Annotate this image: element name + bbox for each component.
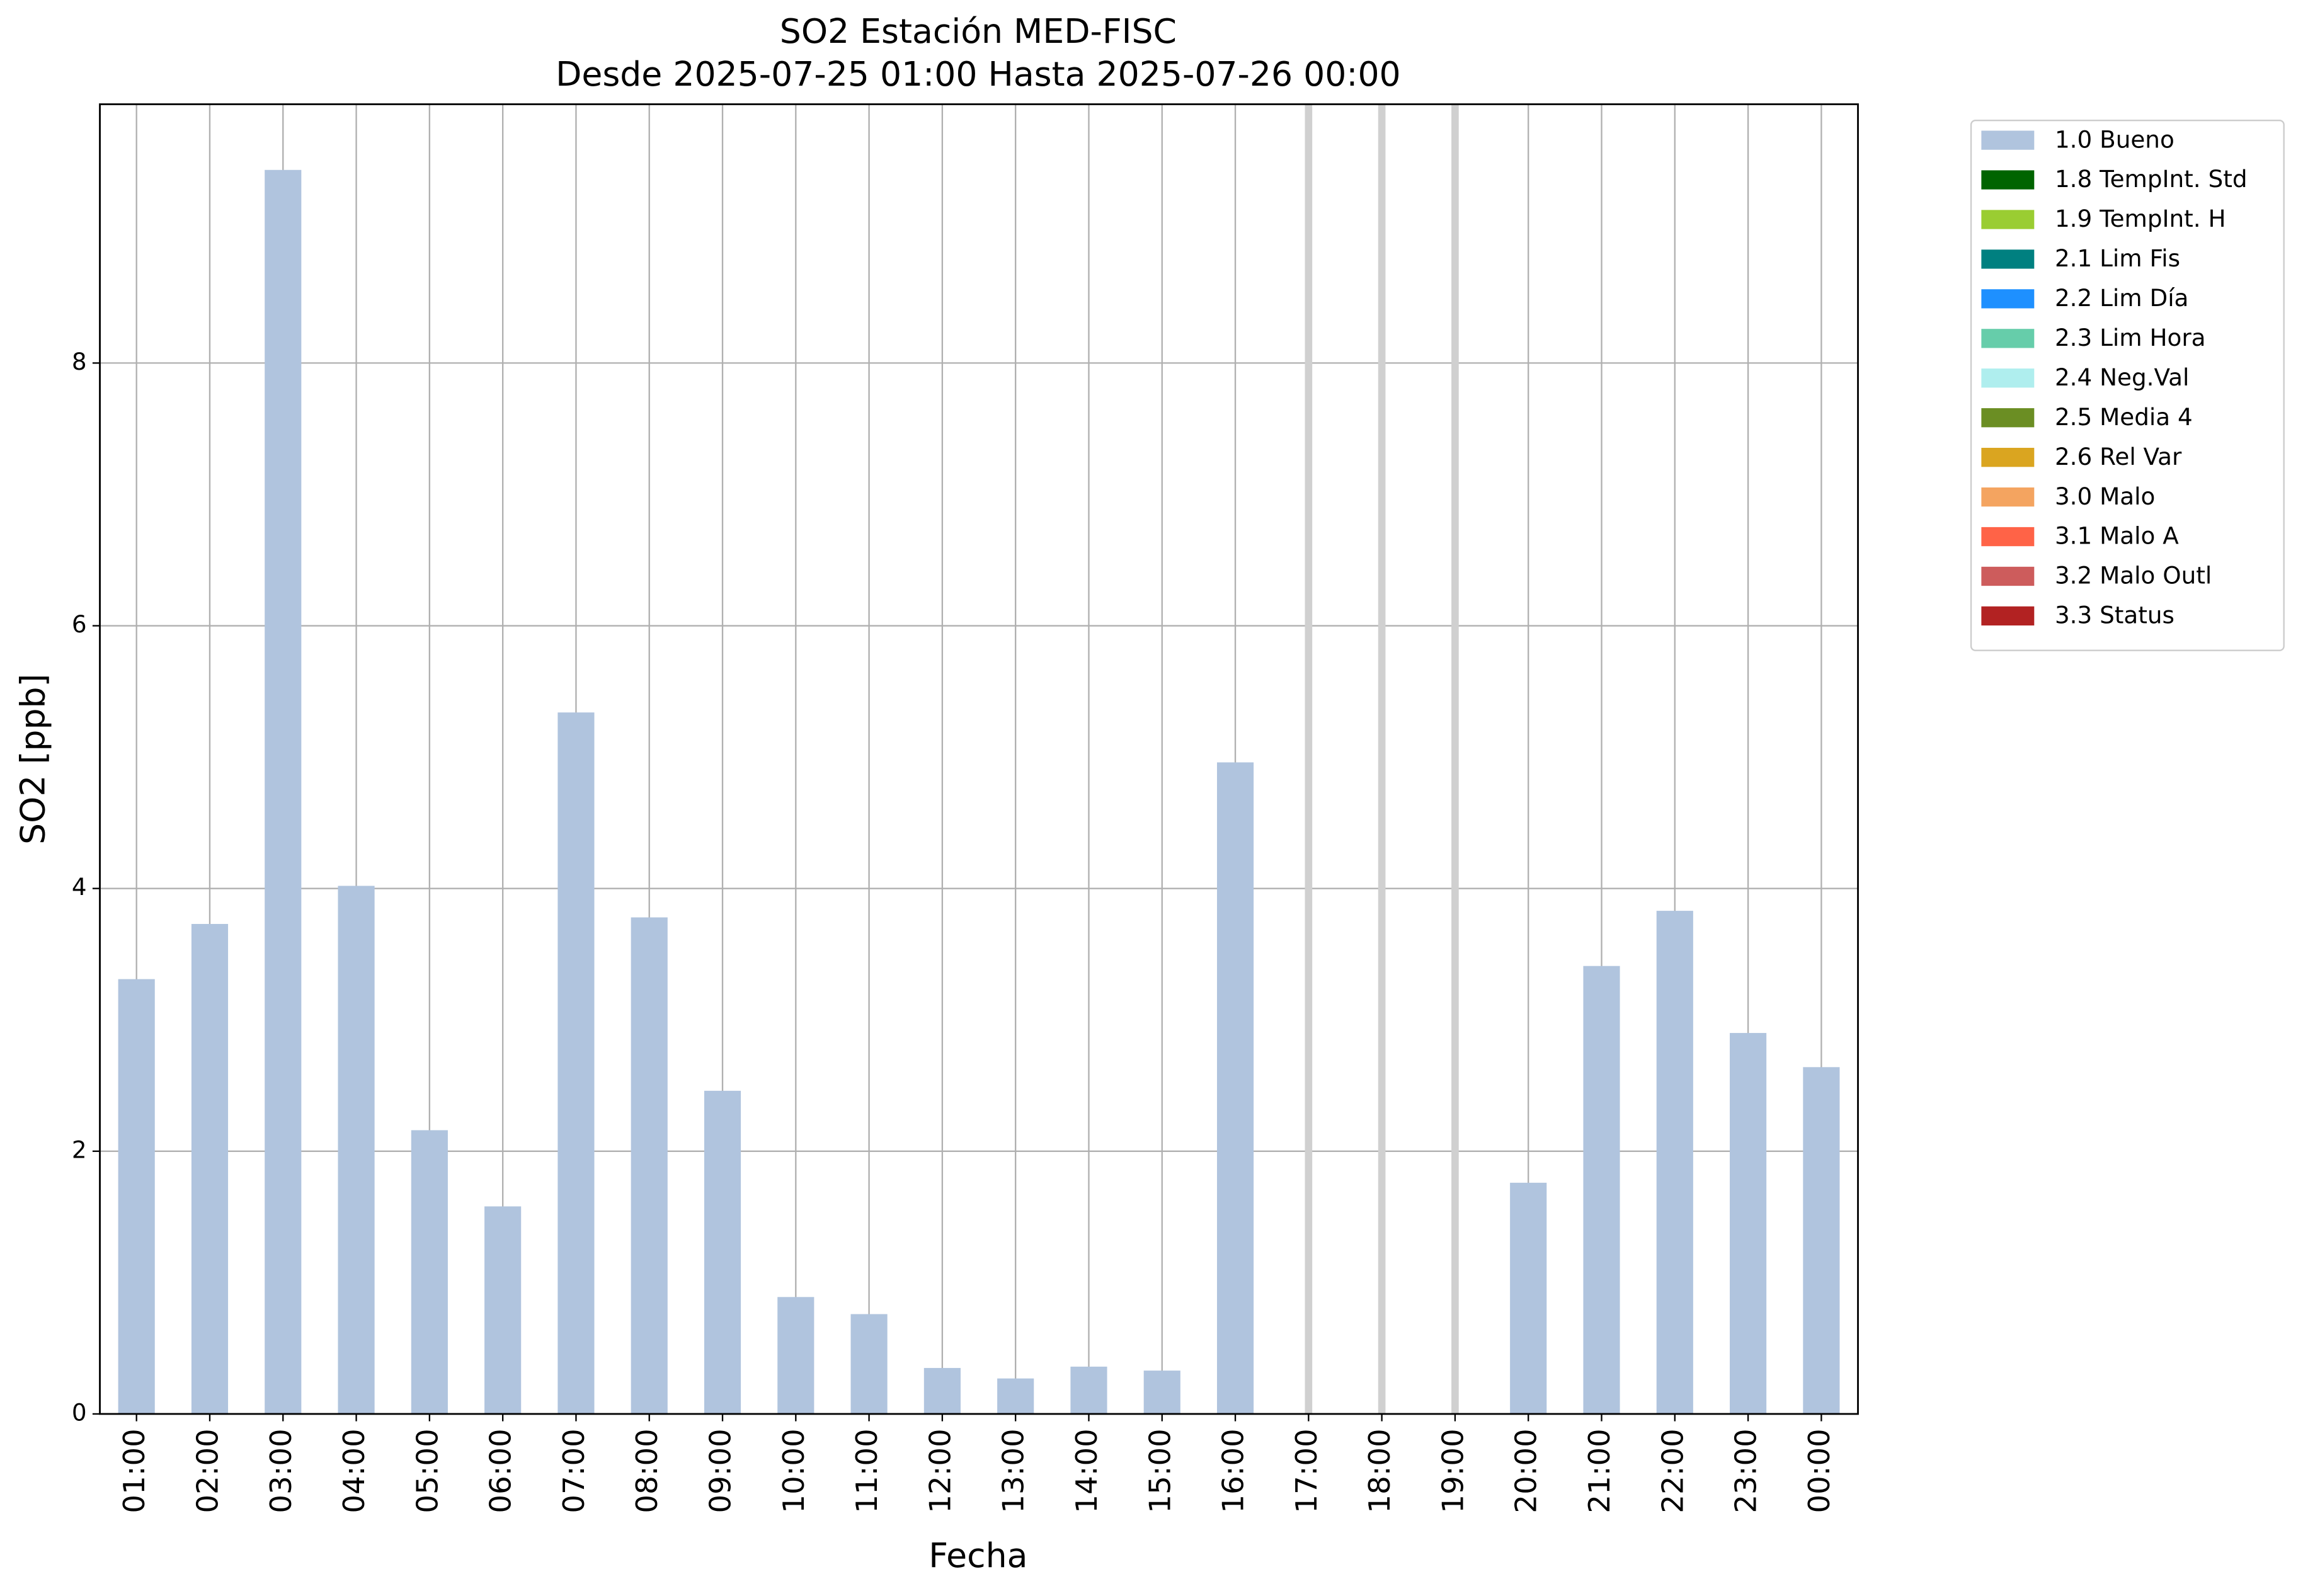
legend-label: 2.4 Neg.Val [2055,363,2189,391]
x-tick-label: 04:00 [337,1428,371,1513]
legend-label: 3.1 Malo A [2055,522,2179,550]
bar [265,169,302,1414]
legend-label: 3.3 Status [2055,601,2174,629]
legend-swatch [1981,289,2035,309]
x-tick-label: 17:00 [1289,1428,1323,1513]
missing-marker [1451,104,1459,1414]
y-tick-label: 8 [72,348,87,375]
x-tick-label: 20:00 [1509,1428,1543,1513]
x-tick-label: 18:00 [1363,1428,1397,1513]
legend-label: 2.2 Lim Día [2055,284,2188,312]
bar [191,923,229,1414]
bar [1656,911,1693,1414]
x-tick-label: 23:00 [1729,1428,1763,1513]
x-tick-label: 08:00 [630,1428,664,1513]
x-tick-label: 19:00 [1436,1428,1470,1513]
plot-frame [99,103,1859,1415]
legend-swatch [1981,408,2035,428]
legend-label: 2.3 Lim Hora [2055,324,2206,351]
x-tick-label: 15:00 [1143,1428,1177,1513]
legend-label: 2.6 Rel Var [2055,443,2182,470]
bar [631,917,668,1414]
bar [704,1090,741,1414]
legend-swatch [1981,368,2035,388]
y-tick-label: 4 [72,873,87,901]
x-tick-label: 10:00 [777,1428,811,1513]
x-tick-label: 22:00 [1655,1428,1689,1513]
bar [411,1130,448,1414]
bar [1216,762,1254,1414]
legend-label: 1.0 Bueno [2055,125,2174,153]
bar [1510,1182,1547,1414]
x-tick-label: 11:00 [850,1428,884,1513]
legend-swatch [1981,130,2035,150]
y-tick-label: 6 [72,610,87,638]
x-tick-label: 02:00 [190,1428,224,1513]
x-axis-label: Fecha [929,1536,1027,1575]
legend-swatch [1981,249,2035,269]
x-tick-label: 12:00 [923,1428,957,1513]
legend-swatch [1981,170,2035,190]
legend-label: 3.0 Malo [2055,482,2155,510]
legend-swatch [1981,210,2035,229]
legend-swatch [1981,566,2035,586]
bar [1730,1033,1767,1414]
bar [1143,1371,1180,1414]
legend-label: 2.1 Lim Fis [2055,244,2180,272]
bar [997,1378,1034,1414]
missing-marker [1305,104,1313,1414]
bar [338,886,375,1414]
bar [484,1206,522,1414]
legend-label: 3.2 Malo Outl [2055,562,2212,590]
bar [923,1367,961,1414]
y-axis-label: SO2 [ppb] [13,674,53,845]
bar [777,1297,814,1414]
x-tick-label: 13:00 [997,1428,1031,1513]
legend-swatch [1981,487,2035,507]
x-tick-label: 16:00 [1216,1428,1250,1513]
bar [1803,1067,1840,1414]
chart-title: SO2 Estación MED-FISC [780,11,1177,51]
x-tick-label: 03:00 [264,1428,298,1513]
x-tick-label: 06:00 [484,1428,518,1513]
x-tick-label: 07:00 [557,1428,591,1513]
legend-swatch [1981,448,2035,467]
legend-label: 1.9 TempInt. H [2055,205,2226,232]
x-tick-label: 00:00 [1802,1428,1836,1513]
legend-label: 2.5 Media 4 [2055,403,2193,431]
x-tick-label: 05:00 [410,1428,444,1513]
bar [850,1314,888,1414]
x-tick-label: 01:00 [117,1428,151,1513]
legend-swatch [1981,527,2035,547]
y-tick-label: 2 [72,1136,87,1163]
bar [1583,966,1620,1414]
bar [557,712,595,1414]
x-tick-label: 14:00 [1070,1428,1104,1513]
y-tick-label: 0 [72,1398,87,1426]
bar [1070,1366,1107,1414]
x-tick-label: 21:00 [1582,1428,1616,1513]
legend-swatch [1981,606,2035,626]
bar [118,979,155,1414]
legend-label: 1.8 TempInt. Std [2055,165,2248,193]
missing-marker [1378,104,1386,1414]
legend-swatch [1981,329,2035,348]
x-tick-label: 09:00 [704,1428,738,1513]
chart-subtitle: Desde 2025-07-25 01:00 Hasta 2025-07-26 … [556,54,1401,94]
legend-box [1970,119,2285,651]
